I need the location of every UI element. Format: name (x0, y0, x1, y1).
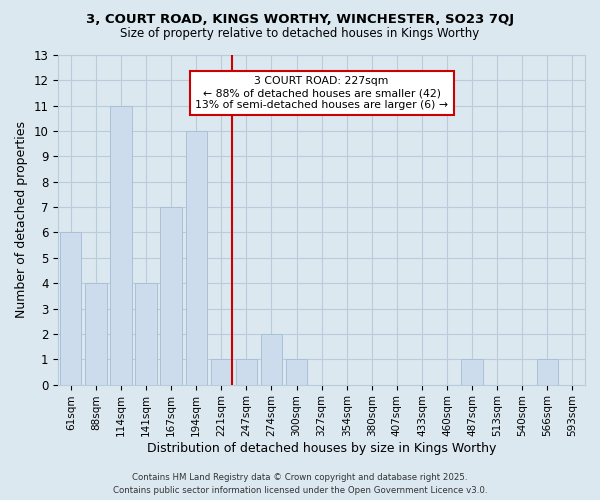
Bar (211, 359, 232, 384)
Bar (236, 359, 257, 384)
Bar (136, 283, 157, 384)
Bar (110, 106, 131, 384)
Bar (537, 359, 558, 384)
X-axis label: Distribution of detached houses by size in Kings Worthy: Distribution of detached houses by size … (147, 442, 496, 455)
Text: 3, COURT ROAD, KINGS WORTHY, WINCHESTER, SO23 7QJ: 3, COURT ROAD, KINGS WORTHY, WINCHESTER,… (86, 12, 514, 26)
Text: Contains HM Land Registry data © Crown copyright and database right 2025.
Contai: Contains HM Land Registry data © Crown c… (113, 474, 487, 495)
Bar (461, 359, 483, 384)
Bar (160, 207, 182, 384)
Bar (261, 334, 282, 384)
Bar (185, 131, 207, 384)
Y-axis label: Number of detached properties: Number of detached properties (15, 122, 28, 318)
Bar (60, 232, 82, 384)
Bar (85, 283, 107, 384)
Bar (286, 359, 307, 384)
Text: 3 COURT ROAD: 227sqm
← 88% of detached houses are smaller (42)
13% of semi-detac: 3 COURT ROAD: 227sqm ← 88% of detached h… (195, 76, 448, 110)
Text: Size of property relative to detached houses in Kings Worthy: Size of property relative to detached ho… (121, 28, 479, 40)
